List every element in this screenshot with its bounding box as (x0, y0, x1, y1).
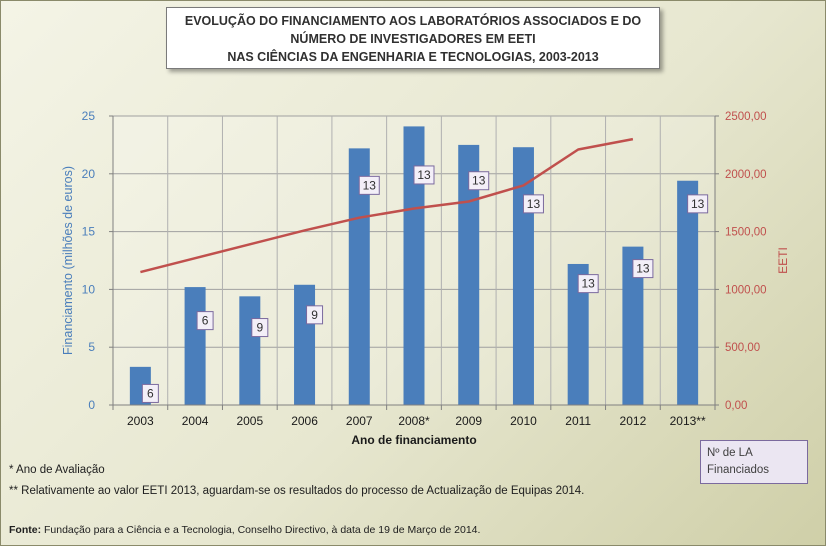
la-count-box (251, 318, 269, 338)
x-tick-label: 2009 (455, 414, 482, 428)
x-tick-label: 2006 (291, 414, 318, 428)
point-labels: 6 6 9 9 13 13 13 13 13 13 13 (141, 165, 709, 403)
la-count-label: 13 (636, 262, 650, 276)
la-count-label: 13 (363, 178, 377, 192)
source-text: Fundação para a Ciência e a Tecnologia, … (41, 524, 481, 536)
eeti-line (140, 137, 634, 274)
la-count-box (632, 259, 654, 279)
x-tick-label: 2013** (670, 414, 706, 428)
chart-title: EVOLUÇÃO DO FINANCIAMENTO AOS LABORATÓRI… (166, 7, 660, 69)
bars (129, 126, 699, 406)
footnote-evaluation-year: * Ano de Avaliação (9, 464, 105, 476)
legend-box: Nº de LA Financiados (700, 440, 808, 484)
la-count-box (196, 311, 214, 331)
la-count-box (413, 165, 435, 185)
la-count-label: 9 (256, 321, 263, 335)
bar (567, 263, 589, 405)
la-count-label: 9 (311, 308, 318, 322)
title-line-1: EVOLUÇÃO DO FINANCIAMENTO AOS LABORATÓRI… (184, 14, 642, 28)
bar (294, 284, 316, 405)
x-tick-label: 2010 (510, 414, 537, 428)
title-line-3: NAS CIÊNCIAS DA ENGENHARIA E TECNOLOGIAS… (227, 50, 599, 64)
la-count-box (468, 171, 490, 191)
left-tick-label: 25 (82, 109, 96, 123)
x-tick-label: 2005 (236, 414, 263, 428)
source-label: Fonte: (9, 524, 42, 536)
right-tick-label: 2000,00 (725, 169, 767, 181)
left-tick-label: 0 (88, 398, 95, 412)
bar (622, 246, 644, 405)
legend-line-1: Nº de LA (707, 447, 753, 459)
left-tick-label: 15 (82, 225, 96, 239)
bar (239, 296, 261, 405)
left-tick-label: 10 (82, 282, 96, 296)
la-count-label: 6 (147, 386, 154, 400)
la-count-box (358, 175, 380, 195)
x-tick-label: 2007 (346, 414, 373, 428)
left-tick-label: 20 (82, 167, 96, 181)
la-count-label: 13 (582, 277, 596, 291)
la-count-label: 13 (527, 197, 541, 211)
right-tick-label: 2500,00 (725, 111, 767, 123)
bar (184, 287, 206, 405)
eeti-line-series (140, 137, 634, 274)
x-tick-label: 2003 (127, 414, 154, 428)
right-tick-label: 1000,00 (725, 284, 767, 296)
source-note: Fonte: Fundação para a Ciência e a Tecno… (9, 524, 480, 536)
la-count-box (306, 305, 324, 325)
la-count-box (522, 194, 544, 214)
bar (348, 148, 370, 406)
bar (677, 180, 699, 405)
left-axis-title: Financiamento (milhões de euros) (61, 166, 75, 355)
x-tick-label: 2004 (182, 414, 209, 428)
la-count-label: 13 (472, 174, 486, 188)
legend-line-2: Financiados (707, 464, 770, 476)
x-tick-label: 2012 (620, 414, 647, 428)
x-axis-title: Ano de financiamento (351, 433, 476, 447)
right-axis-title: EETI (776, 247, 790, 274)
right-tick-label: 1500,00 (725, 227, 767, 239)
la-count-label: 13 (417, 168, 431, 182)
bar (403, 126, 425, 406)
la-count-box (141, 383, 159, 403)
right-tick-label: 0,00 (725, 400, 747, 412)
x-tick-label: 2008* (398, 414, 430, 428)
la-count-box (577, 274, 599, 294)
title-line-2: NÚMERO DE INVESTIGADORES EM EETI (290, 32, 536, 46)
la-count-box (687, 194, 709, 214)
la-count-label: 6 (202, 314, 209, 328)
la-count-label: 13 (691, 197, 705, 211)
footnote-eeti-2013: ** Relativamente ao valor EETI 2013, agu… (9, 485, 585, 497)
right-tick-label: 500,00 (725, 342, 760, 354)
left-tick-label: 5 (88, 340, 95, 354)
axes: 0 5 10 15 20 25 0,00 500,00 1000,00 1500,00 2000,0… (61, 109, 790, 447)
x-tick-label: 2011 (565, 414, 591, 428)
bar (458, 144, 480, 405)
